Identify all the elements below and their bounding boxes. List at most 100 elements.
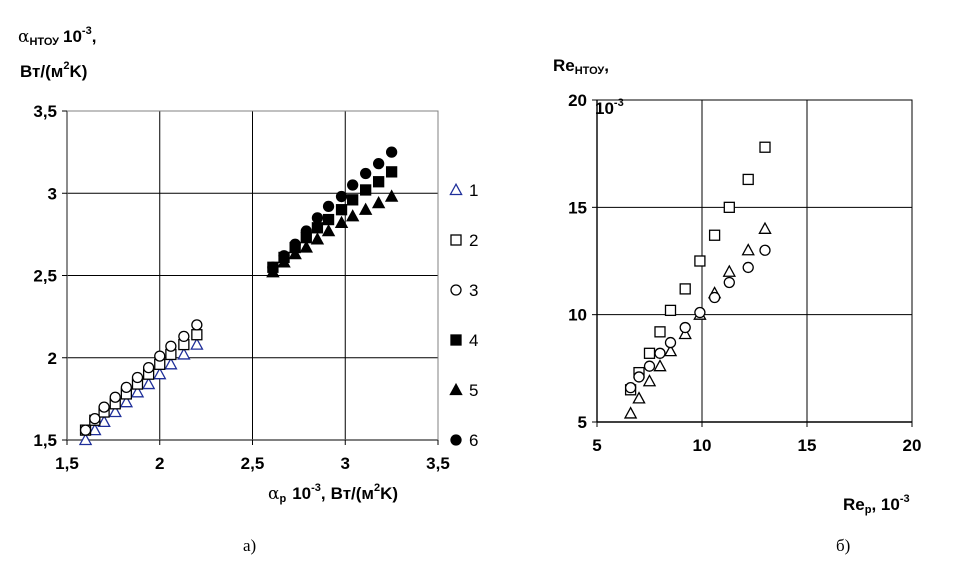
data-point — [633, 371, 645, 383]
legend-marker — [449, 182, 463, 196]
chart-b-ylabel-line2-exp: -3 — [614, 97, 624, 109]
y-tick-label: 15 — [568, 198, 587, 217]
chart-a-y-ticks: 1,5 2 2,5 3 3,5 — [33, 102, 67, 450]
chart-a-ylabel-unit-exp: 2 — [63, 60, 69, 72]
data-point — [742, 261, 754, 274]
data-point — [335, 204, 348, 216]
data-point — [154, 350, 166, 362]
data-point — [288, 247, 302, 260]
data-point — [742, 173, 754, 186]
y-tick-label: 2,5 — [33, 267, 57, 286]
legend-label: 2 — [469, 231, 478, 250]
data-point — [654, 326, 666, 338]
x-tick-label: 20 — [903, 436, 922, 455]
y-tick-label: 10 — [568, 306, 587, 325]
data-point — [141, 376, 156, 390]
data-point — [664, 336, 677, 349]
legend-label: 1 — [469, 181, 478, 200]
data-point — [679, 283, 691, 295]
chart-a-ylabel-sub: НТОУ — [29, 36, 59, 48]
x-tick-label: 15 — [798, 436, 817, 455]
y-tick-label: 1,5 — [33, 431, 57, 450]
data-point — [119, 395, 134, 408]
y-tick-label: 5 — [578, 413, 587, 432]
chart-a-ylabel-exp: -3 — [82, 25, 92, 37]
chart-b-ylabel-line2: 10-3 — [595, 97, 624, 118]
chart-a-ylabel-unit-pre: Вт/(м — [20, 62, 63, 81]
legend-marker — [450, 284, 462, 296]
data-point — [708, 291, 721, 304]
data-point — [300, 225, 312, 237]
data-point — [643, 347, 656, 359]
data-point — [88, 423, 102, 436]
data-point — [289, 238, 301, 250]
data-point — [299, 240, 313, 253]
data-point — [623, 406, 638, 419]
data-point — [643, 360, 656, 372]
chart-b-y-ticks: 5 10 15 20 — [568, 91, 597, 432]
chart-b-points — [623, 141, 772, 419]
chart-a-xlabel-unit-pre: Вт/(м — [331, 484, 374, 503]
data-point — [347, 194, 359, 206]
chart-b-x-ticks: 5 10 15 20 — [592, 422, 921, 455]
data-point — [322, 213, 335, 226]
data-point — [322, 200, 335, 213]
data-point — [89, 412, 101, 425]
chart-a-xlabel-unit-exp: 2 — [374, 482, 380, 494]
data-point — [642, 374, 657, 387]
chart-b-xlabel: Reр, 10-3 — [843, 493, 910, 516]
chart-b-xlabel-symbol: Re — [843, 495, 865, 514]
data-point — [278, 250, 290, 262]
data-point — [131, 371, 144, 384]
legend-label: 6 — [469, 431, 478, 450]
data-point — [164, 357, 178, 370]
data-point — [267, 261, 279, 273]
data-point — [664, 304, 677, 317]
data-point — [679, 321, 691, 334]
data-point — [310, 232, 325, 245]
data-point — [177, 347, 191, 360]
x-tick-label: 2 — [155, 454, 164, 473]
data-point — [385, 146, 398, 158]
chart-a: αНТОУ 10-3, Вт/(м2K) 1,5 2 2,5 3 3,5 1,522,53… — [18, 25, 478, 555]
chart-a-xlabel-mult: 10 — [292, 484, 311, 503]
data-point — [79, 424, 92, 436]
data-point — [345, 209, 360, 222]
data-point — [663, 344, 678, 357]
data-point — [358, 202, 373, 215]
legend-label: 5 — [469, 381, 478, 400]
y-tick-label: 2 — [48, 349, 57, 368]
data-point — [723, 201, 735, 213]
data-point — [360, 167, 372, 180]
data-point — [722, 264, 736, 277]
chart-b-xlabel-exp: -3 — [900, 493, 910, 505]
data-point — [78, 432, 93, 446]
chart-a-ylabel-unit-post: K) — [69, 62, 87, 81]
chart-a-xlabel-exp: -3 — [311, 482, 321, 494]
legend-label: 3 — [469, 281, 478, 300]
data-point — [678, 326, 692, 340]
data-point — [759, 244, 771, 256]
data-point — [335, 190, 348, 203]
chart-b-ylabel-line2-mult: 10 — [595, 99, 614, 118]
data-point — [759, 141, 771, 153]
data-point — [385, 166, 398, 178]
chart-a-xlabel-symbol: α — [268, 484, 280, 504]
chart-a-ylabel-line1: αНТОУ 10-3, — [18, 25, 96, 48]
data-point — [758, 221, 772, 234]
data-point — [372, 157, 385, 170]
data-point — [153, 367, 167, 380]
legend-marker — [450, 434, 462, 446]
chart-a-xlabel-unit-post: K) — [380, 484, 398, 503]
data-point — [165, 340, 177, 352]
data-point — [120, 381, 133, 394]
data-point — [97, 414, 111, 428]
data-point — [334, 215, 349, 229]
data-point — [321, 223, 336, 237]
y-tick-label: 3 — [48, 184, 57, 203]
chart-b-ylabel-sub: НТОУ — [575, 65, 605, 77]
data-point — [708, 229, 721, 241]
chart-a-ylabel-symbol: α — [18, 27, 30, 47]
chart-b-ylabel-line1: ReНТОУ, — [553, 56, 609, 77]
